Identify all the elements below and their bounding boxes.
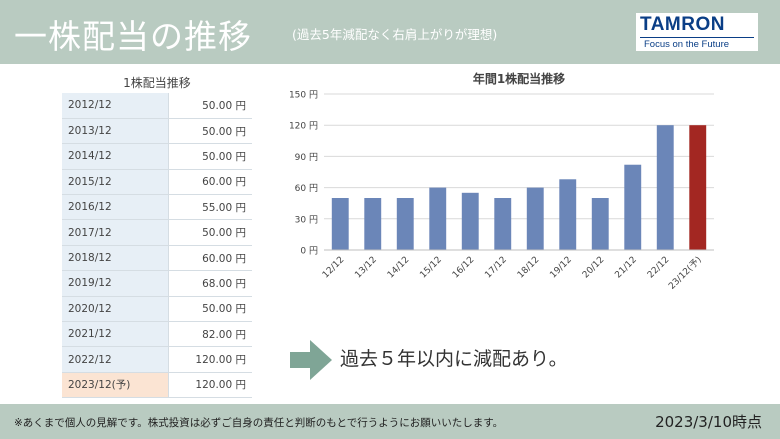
year-cell: 2013/12 (62, 118, 169, 145)
dividend-cell: 120.00 円 (168, 372, 252, 399)
bar (396, 198, 414, 250)
bar (429, 187, 447, 250)
table-row: 2021/12 82.00 円 (62, 321, 252, 348)
table-row: 2020/12 50.00 円 (62, 296, 252, 323)
y-tick-label: 90 円 (295, 152, 318, 163)
x-tick-label: 22/12 (646, 255, 671, 280)
header-band: 一株配当の推移 (過去5年減配なく右肩上がりが理想) TAMRON Focus … (0, 0, 780, 64)
year-cell: 2021/12 (62, 321, 169, 348)
dividend-cell: 55.00 円 (168, 194, 252, 221)
table-title: 1株配当推移 (123, 76, 191, 90)
table-row: 2014/12 50.00 円 (62, 143, 252, 170)
x-tick-label: 13/12 (353, 255, 378, 280)
bar (461, 192, 479, 250)
dividend-cell: 60.00 円 (168, 169, 252, 196)
table-row: 2016/12 55.00 円 (62, 194, 252, 221)
year-cell: 2022/12 (62, 346, 169, 373)
table-row: 2015/12 60.00 円 (62, 169, 252, 196)
bar (331, 198, 349, 250)
bar (624, 164, 642, 250)
dividend-cell: 50.00 円 (168, 219, 252, 246)
year-cell: 2016/12 (62, 194, 169, 221)
year-cell: 2015/12 (62, 169, 169, 196)
year-cell: 2020/12 (62, 296, 169, 323)
bar (494, 198, 512, 250)
dividend-cell: 50.00 円 (168, 296, 252, 323)
tamron-logo: TAMRON Focus on the Future (636, 13, 758, 51)
bar (689, 125, 707, 250)
y-tick-label: 60 円 (295, 183, 318, 194)
x-tick-label: 15/12 (418, 255, 443, 280)
footer-band: ※あくまで個人の見解です。株式投資は必ずご自身の責任と判断のもとで行うようにお願… (0, 404, 780, 439)
year-cell: 2019/12 (62, 270, 169, 297)
dividend-cell: 50.00 円 (168, 93, 252, 119)
x-tick-label: 23/12(予) (666, 254, 703, 291)
bar (526, 187, 544, 250)
logo-rule (640, 37, 754, 38)
dividend-cell: 68.00 円 (168, 270, 252, 297)
logo-tagline: Focus on the Future (644, 39, 730, 50)
x-tick-label: 17/12 (483, 255, 508, 280)
dividend-cell: 120.00 円 (168, 346, 252, 373)
summary-text: 過去５年以内に減配あり。 (340, 348, 568, 370)
table-row: 2023/12(予) 120.00 円 (62, 372, 252, 399)
x-tick-label: 19/12 (548, 255, 573, 280)
table-row: 2017/12 50.00 円 (62, 219, 252, 246)
dividend-cell: 60.00 円 (168, 245, 252, 272)
dividend-cell: 82.00 円 (168, 321, 252, 348)
page-subtitle: (過去5年減配なく右肩上がりが理想) (292, 27, 498, 42)
table-row: 2022/12 120.00 円 (62, 346, 252, 373)
year-cell: 2012/12 (62, 93, 169, 119)
table-row: 2018/12 60.00 円 (62, 245, 252, 272)
table-row: 2019/12 68.00 円 (62, 270, 252, 297)
y-tick-label: 30 円 (295, 214, 318, 225)
dividend-bar-chart: 年間1株配当推移 0 円 30 円 60 円 90 円 120 円 150 円 12/12 13… (289, 71, 714, 292)
dividend-cell: 50.00 円 (168, 143, 252, 170)
disclaimer-text: ※あくまで個人の見解です。株式投資は必ずご自身の責任と判断のもとで行うようにお願… (14, 417, 504, 429)
logo-name: TAMRON (640, 14, 725, 35)
table-row: 2012/12 50.00 円 (62, 93, 252, 119)
right-arrow-icon (290, 340, 332, 380)
as-of-date: 2023/3/10時点 (655, 413, 762, 431)
y-tick-label: 120 円 (289, 121, 318, 132)
x-tick-label: 20/12 (581, 255, 606, 280)
dividend-table: 2012/12 50.00 円 2013/12 50.00 円 2014/12 50.00… (62, 93, 252, 399)
x-tick-label: 18/12 (516, 255, 541, 280)
year-cell: 2023/12(予) (62, 372, 169, 399)
y-tick-label: 150 円 (289, 90, 318, 101)
bar (364, 198, 382, 250)
table-row: 2013/12 50.00 円 (62, 118, 252, 145)
x-tick-label: 21/12 (613, 255, 638, 280)
bar (559, 179, 577, 250)
x-tick-label: 12/12 (321, 255, 346, 280)
year-cell: 2014/12 (62, 143, 169, 170)
y-tick-label: 0 円 (300, 246, 318, 257)
bar (656, 125, 674, 250)
x-tick-label: 14/12 (386, 255, 411, 280)
page-title: 一株配当の推移 (14, 17, 252, 56)
x-tick-label: 16/12 (451, 255, 476, 280)
year-cell: 2018/12 (62, 245, 169, 272)
dividend-cell: 50.00 円 (168, 118, 252, 145)
bar (591, 198, 609, 250)
year-cell: 2017/12 (62, 219, 169, 246)
chart-title: 年間1株配当推移 (473, 71, 565, 86)
